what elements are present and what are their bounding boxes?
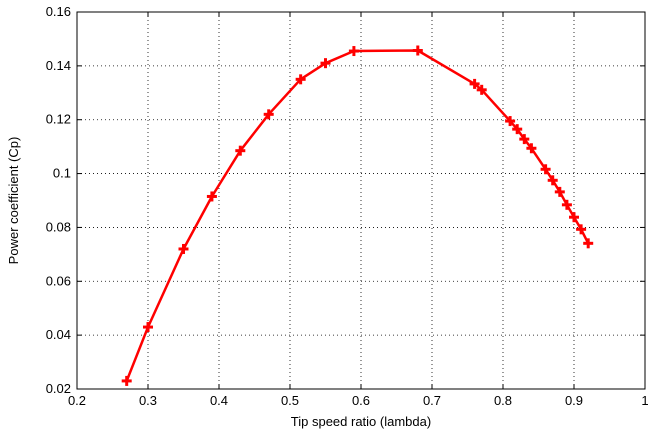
data-point [576, 224, 587, 235]
data-point [583, 238, 594, 249]
y-tick-label: 0.08 [46, 219, 71, 234]
x-tick-label: 0.8 [494, 393, 512, 408]
data-point [235, 145, 246, 156]
data-point [512, 124, 523, 135]
data-point [469, 78, 480, 89]
x-tick-label: 0.2 [68, 393, 86, 408]
data-point [540, 164, 551, 175]
x-tick-label: 0.4 [210, 393, 228, 408]
y-tick-label: 0.12 [46, 112, 71, 127]
y-tick-label: 0.06 [46, 273, 71, 288]
data-point [178, 243, 189, 254]
data-point [519, 134, 530, 145]
grid-lines [77, 12, 645, 389]
data-point [348, 46, 359, 57]
data-point [320, 58, 331, 69]
data-point [526, 143, 537, 154]
y-tick-label: 0.1 [53, 166, 71, 181]
data-point [143, 322, 153, 333]
x-tick-label: 0.6 [352, 393, 370, 408]
data-point [263, 109, 274, 120]
x-tick-label: 0.3 [139, 393, 157, 408]
y-axis-label: Power coefficient (Cp) [6, 137, 21, 265]
x-tick-label: 0.5 [281, 393, 299, 408]
data-point [206, 191, 217, 202]
y-tick-labels: 0.02 0.04 0.06 0.08 0.1 0.12 0.14 0.16 [46, 4, 71, 396]
data-point [547, 175, 558, 186]
y-tick-label: 0.14 [46, 58, 71, 73]
x-tick-label: 1 [641, 393, 648, 408]
data-point [476, 84, 487, 95]
series-layer [121, 45, 594, 386]
y-tick-label: 0.02 [46, 381, 71, 396]
x-tick-label: 0.9 [565, 393, 583, 408]
data-point [505, 116, 516, 127]
x-tick-label: 0.7 [423, 393, 441, 408]
data-point [295, 74, 306, 85]
data-point [554, 186, 565, 197]
axis-ticks [76, 11, 646, 390]
y-tick-label: 0.04 [46, 327, 71, 342]
x-axis-label: Tip speed ratio (lambda) [291, 414, 431, 429]
data-point [121, 375, 132, 386]
x-tick-labels: 0.2 0.3 0.4 0.5 0.6 0.7 0.8 0.9 1 [68, 393, 649, 408]
data-point [412, 45, 423, 56]
data-point [569, 212, 579, 223]
data-point [561, 199, 572, 210]
y-tick-label: 0.16 [46, 4, 71, 19]
